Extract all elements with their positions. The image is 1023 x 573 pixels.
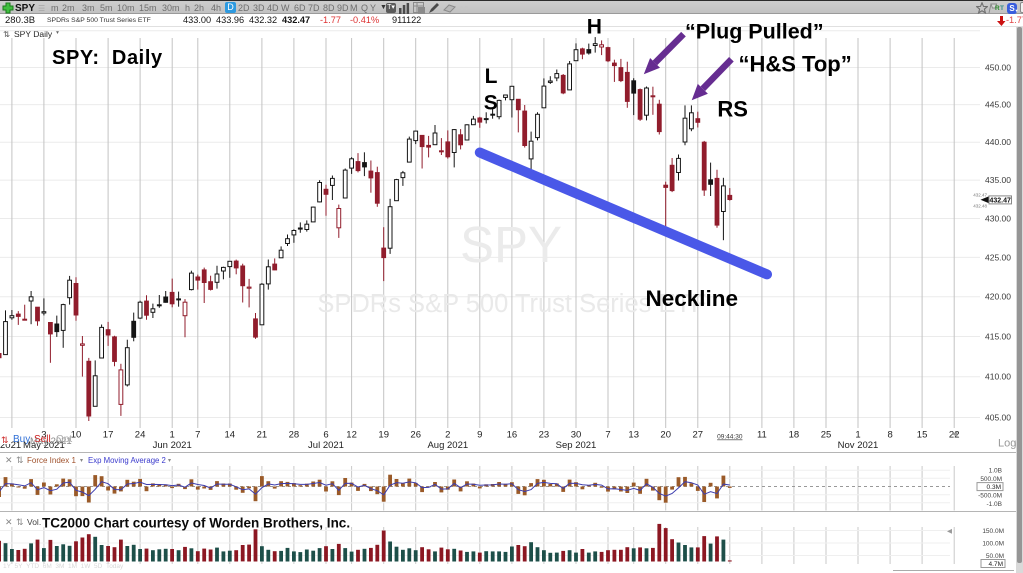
svg-text:Nov 2021: Nov 2021 [838,440,879,451]
svg-text:27: 27 [693,430,704,441]
svg-text:100.0M: 100.0M [982,541,1004,548]
svg-text:21: 21 [257,430,268,441]
svg-text:Buy: Buy [13,434,30,445]
svg-text:435.00: 435.00 [985,175,1011,185]
svg-text:S: S [484,92,498,115]
svg-text:16: 16 [507,430,518,441]
svg-text:09:44:30: 09:44:30 [717,434,743,441]
svg-text:Force Index 1: Force Index 1 [27,456,76,465]
svg-text:“Plug Pulled”: “Plug Pulled” [685,20,824,44]
svg-text:11: 11 [757,430,767,441]
svg-text:13: 13 [628,430,639,441]
svg-text:12: 12 [346,430,357,441]
svg-text:1: 1 [170,430,175,441]
svg-text:Sell: Sell [34,434,51,445]
svg-text:440.00: 440.00 [985,137,1011,147]
svg-text:Log: Log [998,438,1016,450]
svg-text:23: 23 [539,430,550,441]
svg-text:10: 10 [71,430,82,441]
svg-text:1: 1 [855,430,860,441]
svg-text:432.47: 432.47 [989,197,1011,204]
svg-text:⇅: ⇅ [1,435,9,445]
svg-text:H: H [587,16,602,39]
svg-text:26: 26 [410,430,421,441]
svg-text:TC2000 Chart courtesy of Worde: TC2000 Chart courtesy of Worden Brothers… [42,516,350,531]
svg-text:500.0M: 500.0M [980,476,1002,483]
svg-text:50.0M: 50.0M [986,553,1004,560]
svg-text:450.00: 450.00 [985,63,1011,73]
svg-text:7: 7 [195,430,200,441]
svg-text:18: 18 [789,430,800,441]
svg-text:▾: ▾ [80,458,83,464]
svg-text:L: L [485,65,498,88]
svg-text:415.00: 415.00 [985,332,1011,342]
svg-text:14: 14 [225,430,236,441]
svg-text:425.00: 425.00 [985,252,1011,262]
svg-text:Jul 2021: Jul 2021 [308,440,344,451]
svg-text:✕: ✕ [5,517,13,527]
svg-text:▾: ▾ [168,458,171,464]
svg-text:◀: ◀ [947,528,953,535]
svg-text:20: 20 [660,430,671,441]
svg-text:430.00: 430.00 [985,214,1011,224]
svg-text:420.00: 420.00 [985,292,1011,302]
svg-text:RS: RS [717,97,748,122]
svg-text:SPY: SPY [460,216,562,273]
svg-text:25: 25 [821,430,832,441]
svg-text:✕: ✕ [5,455,13,465]
svg-text:Neckline: Neckline [646,286,739,311]
svg-text:⇅: ⇅ [16,517,24,527]
svg-text:445.00: 445.00 [985,100,1011,110]
svg-text:Sep 2021: Sep 2021 [556,440,597,451]
svg-text:19: 19 [378,430,389,441]
svg-text:Jun 2021: Jun 2021 [153,440,192,451]
svg-text:2: 2 [445,430,450,441]
svg-text:30: 30 [571,430,582,441]
svg-text:4.7M: 4.7M [989,561,1003,568]
svg-text:7: 7 [605,430,610,441]
svg-text:Vol.: Vol. [27,517,41,527]
svg-text:Aug 2021: Aug 2021 [427,440,468,451]
svg-text:Opt: Opt [56,434,72,445]
svg-text:432.47: 432.47 [973,193,987,198]
svg-text:-500.0M: -500.0M [978,493,1002,500]
svg-text:⇅: ⇅ [16,455,24,465]
svg-text:9: 9 [477,430,482,441]
svg-text:2021: 2021 [0,440,21,451]
svg-text:0.3M: 0.3M [987,484,1001,491]
svg-text:17: 17 [103,430,114,441]
svg-text:150.0M: 150.0M [982,528,1004,535]
svg-text:15: 15 [917,430,928,441]
svg-text:1.0B: 1.0B [989,468,1002,475]
svg-text:432.48: 432.48 [973,204,987,209]
svg-text:6: 6 [323,430,328,441]
svg-text:May 2021: May 2021 [30,436,72,447]
svg-text:◀: ◀ [952,431,958,438]
svg-text:405.00: 405.00 [985,413,1011,423]
svg-text:Exp Moving Average 2: Exp Moving Average 2 [88,456,166,465]
svg-text:SPDRs S&P 500 Trust Series ETF: SPDRs S&P 500 Trust Series ETF [317,290,706,318]
svg-text:24: 24 [135,430,146,441]
svg-text:May 2021: May 2021 [23,440,65,451]
svg-text:28: 28 [289,430,300,441]
svg-text:-1.0B: -1.0B [986,501,1002,508]
svg-text:SPY: Daily: SPY: Daily [52,47,163,69]
svg-text:1Y 5Y YTD 6M 3M 1M 1W 5: 1Y 5Y YTD 6M 3M 1M 1W 5D Today [3,563,124,570]
svg-text:22: 22 [949,430,960,441]
svg-text:8: 8 [887,430,892,441]
svg-text:3: 3 [41,430,46,441]
svg-text:“H&S Top”: “H&S Top” [739,52,852,77]
svg-text:410.00: 410.00 [985,372,1011,382]
